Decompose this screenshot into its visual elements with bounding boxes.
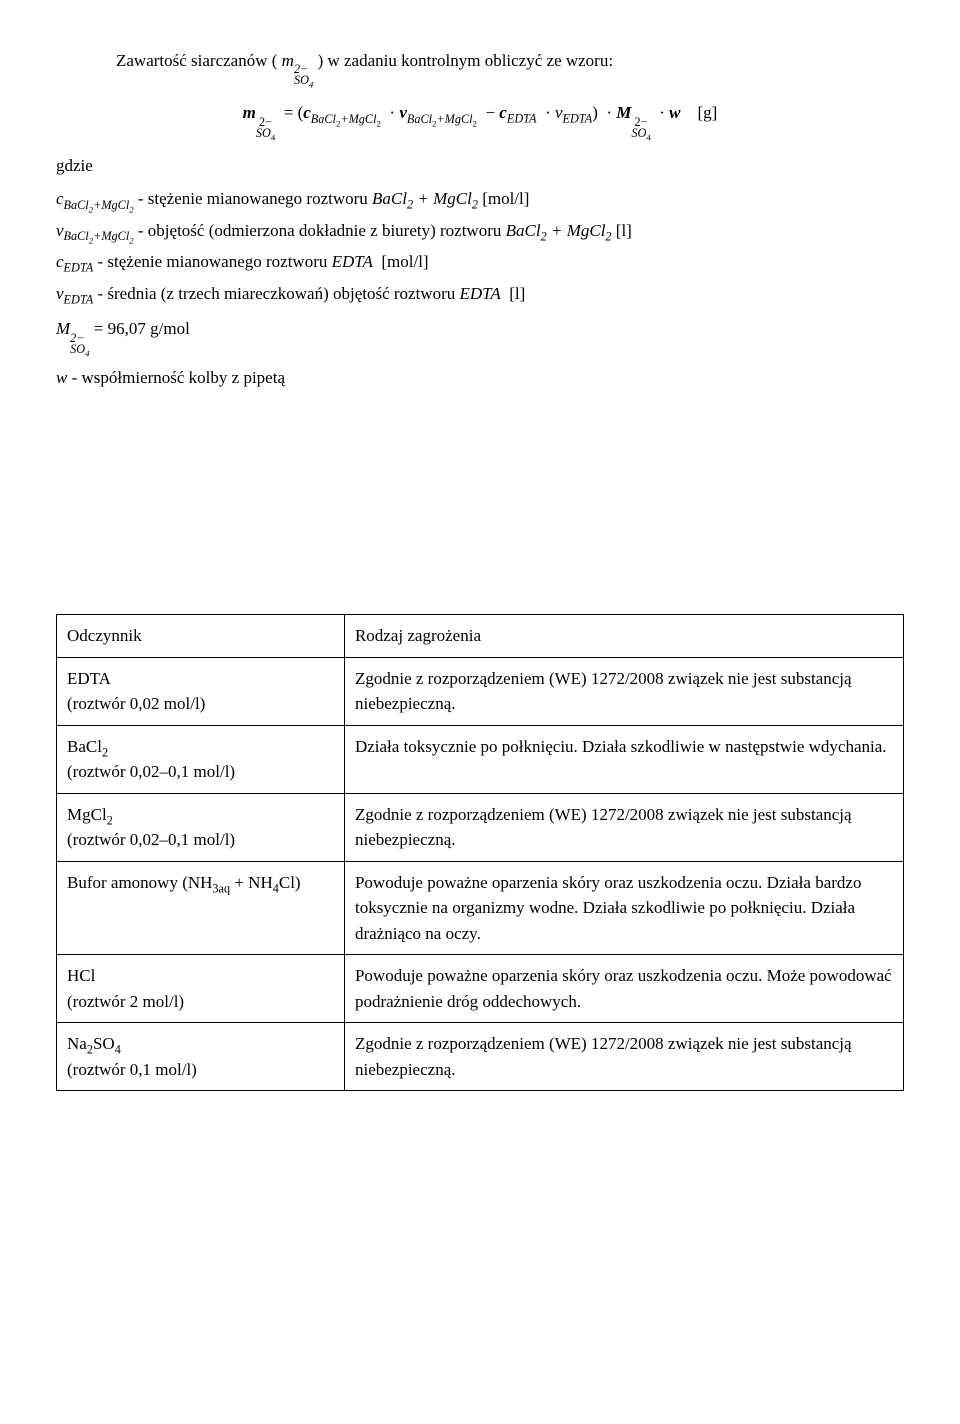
def-v-mix: vBaCl2+MgCl2 - objętość (odmierzona dokł… xyxy=(56,218,904,244)
header-col1: Odczynnik xyxy=(57,615,345,658)
def-c-mix: cBaCl2+MgCl2 - stężenie mianowanego rozt… xyxy=(56,186,904,212)
reagent-cell: BaCl2 (roztwór 0,02–0,1 mol/l) xyxy=(57,725,345,793)
intro-text: Zawartość siarczanów ( xyxy=(116,51,277,70)
intro-line: Zawartość siarczanów ( m2−SO4 ) w zadani… xyxy=(116,48,904,86)
table-row: EDTA (roztwór 0,02 mol/l) Zgodnie z rozp… xyxy=(57,657,904,725)
def-v-edta: vEDTA - średnia (z trzech miareczkowań) … xyxy=(56,281,904,307)
def-M: M2−SO4 = 96,07 g/mol xyxy=(56,316,904,354)
blank-space xyxy=(56,396,904,606)
header-col2: Rodzaj zagrożenia xyxy=(344,615,903,658)
reagent-cell: EDTA (roztwór 0,02 mol/l) xyxy=(57,657,345,725)
hazard-cell: Zgodnie z rozporządzeniem (WE) 1272/2008… xyxy=(344,657,903,725)
gdzie-label: gdzie xyxy=(56,153,904,179)
table-header-row: Odczynnik Rodzaj zagrożenia xyxy=(57,615,904,658)
table-row: Na2SO4 (roztwór 0,1 mol/l) Zgodnie z roz… xyxy=(57,1023,904,1091)
reagent-cell: HCl (roztwór 2 mol/l) xyxy=(57,955,345,1023)
reagent-cell: Na2SO4 (roztwór 0,1 mol/l) xyxy=(57,1023,345,1091)
table-row: MgCl2 (roztwór 0,02–0,1 mol/l) Zgodnie z… xyxy=(57,793,904,861)
hazard-cell: Powoduje poważne oparzenia skóry oraz us… xyxy=(344,955,903,1023)
hazard-cell: Działa toksycznie po połknięciu. Działa … xyxy=(344,725,903,793)
table-row: HCl (roztwór 2 mol/l) Powoduje poważne o… xyxy=(57,955,904,1023)
def-c-edta: cEDTA - stężenie mianowanego roztworu ED… xyxy=(56,249,904,275)
hazard-cell: Zgodnie z rozporządzeniem (WE) 1272/2008… xyxy=(344,1023,903,1091)
main-formula: m2−SO4 = (cBaCl2+MgCl2 · vBaCl2+MgCl2 − … xyxy=(56,100,904,138)
intro-text2: ) w zadaniu kontrolnym obliczyć ze wzoru… xyxy=(318,51,614,70)
hazard-cell: Powoduje poważne oparzenia skóry oraz us… xyxy=(344,861,903,955)
definitions-list: cBaCl2+MgCl2 - stężenie mianowanego rozt… xyxy=(56,186,904,390)
reagent-cell: MgCl2 (roztwór 0,02–0,1 mol/l) xyxy=(57,793,345,861)
hazard-table: Odczynnik Rodzaj zagrożenia EDTA (roztwó… xyxy=(56,614,904,1091)
table-row: Bufor amonowy (NH3aq + NH4Cl) Powoduje p… xyxy=(57,861,904,955)
def-w: w - współmierność kolby z pipetą xyxy=(56,365,904,391)
intro-symbol: m2−SO4 xyxy=(282,51,314,70)
reagent-cell: Bufor amonowy (NH3aq + NH4Cl) xyxy=(57,861,345,955)
hazard-cell: Zgodnie z rozporządzeniem (WE) 1272/2008… xyxy=(344,793,903,861)
table-row: BaCl2 (roztwór 0,02–0,1 mol/l) Działa to… xyxy=(57,725,904,793)
